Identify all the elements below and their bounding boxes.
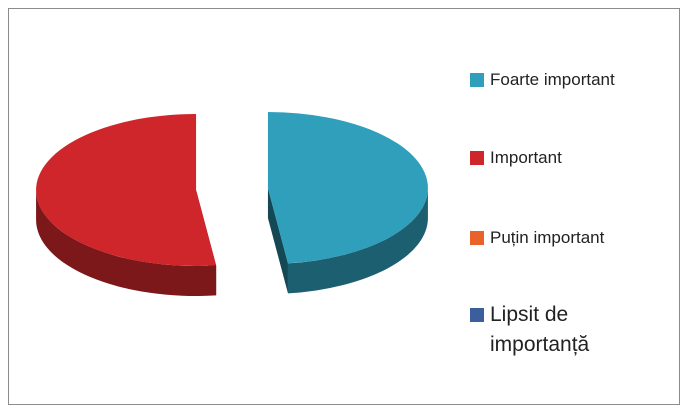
legend-item: Foarte important xyxy=(470,70,615,90)
legend-item: Puțin important xyxy=(470,228,604,248)
chart-frame xyxy=(8,8,680,405)
legend-swatch xyxy=(470,73,484,87)
legend-label: Important xyxy=(490,148,562,167)
slice-side xyxy=(267,187,288,294)
slice-wall xyxy=(287,187,428,294)
slice-top xyxy=(267,111,428,264)
legend-label: Lipsit de importanță xyxy=(490,303,590,356)
legend-swatch xyxy=(470,231,484,245)
slice-wall xyxy=(36,190,217,297)
legend-item: Lipsit de importanță xyxy=(470,300,630,360)
legend-label: Puțin important xyxy=(490,228,605,247)
legend-swatch xyxy=(470,308,484,322)
slice-top xyxy=(36,114,217,267)
legend-label: Foarte important xyxy=(490,70,615,89)
legend-item: Important xyxy=(470,148,562,168)
legend-swatch xyxy=(470,151,484,165)
slice xyxy=(267,111,428,294)
slice xyxy=(36,114,217,297)
